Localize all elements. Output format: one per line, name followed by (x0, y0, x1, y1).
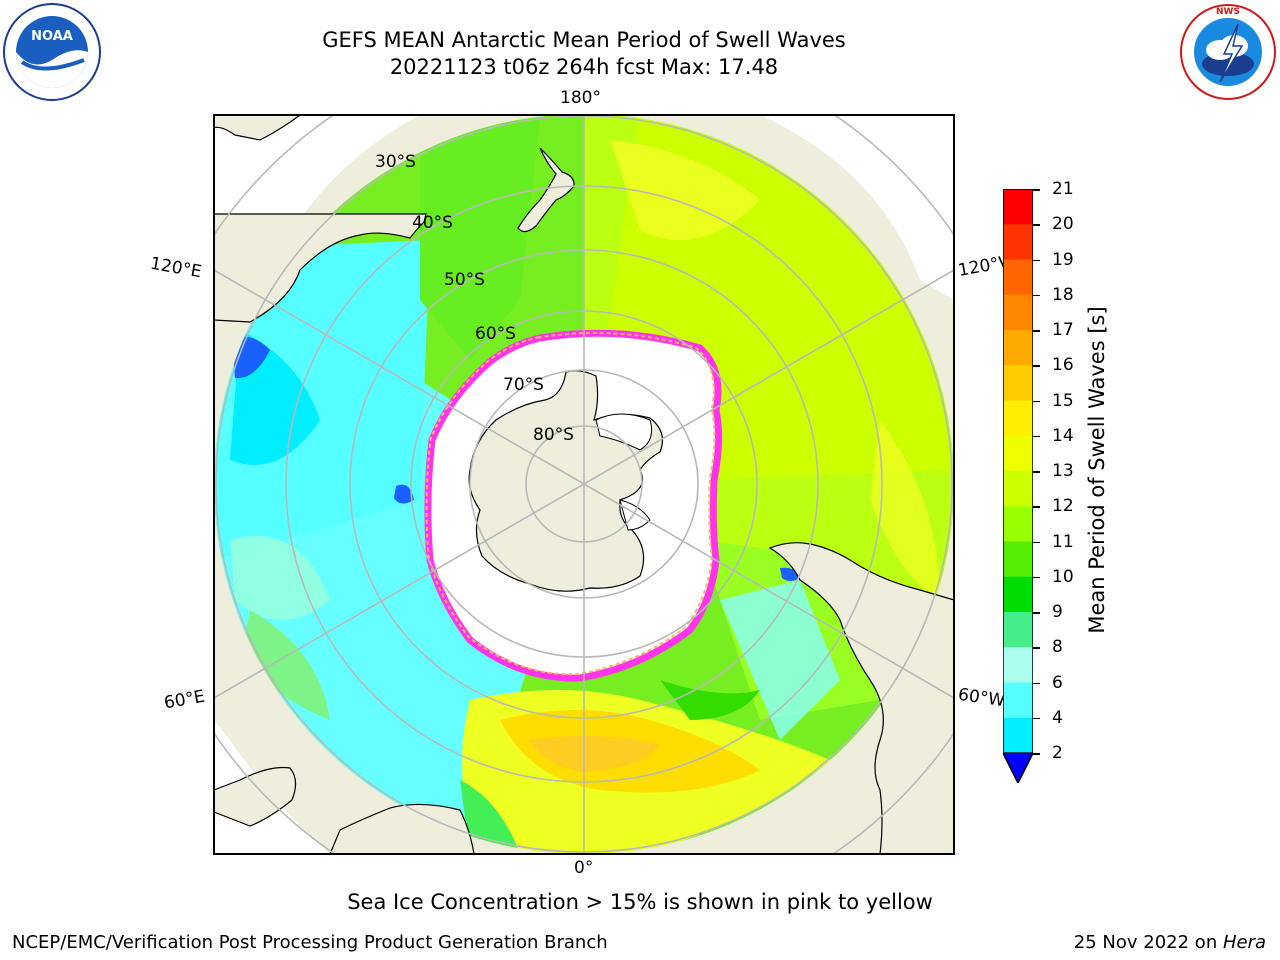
colorbar-box (1003, 189, 1033, 225)
colorbar-tick-label: 4 (1052, 707, 1063, 728)
noaa-logo: NOAA (3, 3, 101, 101)
map-frame (213, 114, 955, 855)
colorbar-tick-mark (1033, 365, 1040, 367)
colorbar-box (1003, 717, 1033, 754)
lat-label-80s: 80°S (533, 425, 574, 445)
colorbar-tick-label: 11 (1052, 531, 1074, 552)
colorbar-box (1003, 435, 1033, 472)
colorbar-box (1003, 576, 1033, 613)
lon-label-180: 180° (560, 88, 601, 108)
noaa-logo-text: NOAA (31, 29, 73, 44)
lat-label-40s: 40°S (412, 213, 453, 233)
colorbar-tick-mark (1033, 506, 1040, 508)
colorbar-box (1003, 682, 1033, 719)
colorbar-label: Mean Period of Swell Waves [s] (1085, 306, 1109, 634)
footer-date-text: 25 Nov 2022 on (1073, 932, 1223, 953)
colorbar-box (1003, 612, 1033, 648)
colorbar-tick-label: 17 (1052, 320, 1074, 340)
colorbar-outline (1003, 189, 1033, 783)
colorbar-box (1003, 647, 1033, 683)
colorbar-box (1003, 330, 1033, 366)
colorbar-tick-mark (1033, 224, 1040, 226)
colorbar-tick-label: 10 (1052, 566, 1074, 587)
colorbar-tick-mark (1033, 435, 1040, 438)
colorbar-tick-mark (1033, 541, 1040, 543)
colorbar-tick-label: 6 (1052, 672, 1063, 693)
colorbar-tick-label: 8 (1052, 637, 1063, 658)
colorbar-extend-min (1003, 752, 1033, 783)
colorbar-tick-mark (1033, 189, 1040, 191)
colorbar-box (1003, 224, 1033, 260)
lat-label-70s: 70°S (503, 375, 544, 395)
colorbar-box (1003, 365, 1033, 401)
colorbar-tick-label: 21 (1052, 179, 1074, 199)
colorbar-tick-label: 15 (1052, 390, 1074, 411)
colorbar-tick-mark (1033, 717, 1040, 720)
colorbar-tick-mark (1033, 647, 1040, 649)
colorbar-tick-mark (1033, 612, 1040, 614)
lat-label-50s: 50°S (444, 270, 485, 290)
colorbar-tick-label: 16 (1052, 355, 1074, 376)
nws-logo-text: NWS (1216, 7, 1240, 17)
footer-machine: Hera (1222, 932, 1266, 953)
colorbar-tick-mark (1033, 682, 1040, 684)
colorbar-tick-label: 20 (1052, 214, 1074, 235)
sea-ice-caption: Sea Ice Concentration > 15% is shown in … (347, 890, 933, 914)
colorbar-tick-label: 19 (1052, 249, 1074, 270)
colorbar-tick-label: 12 (1052, 496, 1074, 517)
colorbar-box (1003, 471, 1033, 507)
chart-title: GEFS MEAN Antarctic Mean Period of Swell… (322, 28, 846, 52)
colorbar-tick-mark (1033, 259, 1040, 261)
colorbar-tick-label: 13 (1052, 461, 1074, 481)
colorbar-tick-label: 18 (1052, 284, 1074, 305)
colorbar-tick-mark (1033, 400, 1040, 402)
footer-credit: NCEP/EMC/Verification Post Processing Pr… (12, 932, 608, 953)
colorbar-tick-label: 2 (1052, 743, 1063, 763)
footer-date: 25 Nov 2022 on Hera (1074, 932, 1266, 953)
colorbar-box (1003, 541, 1033, 578)
colorbar-box (1003, 259, 1033, 296)
chart-subtitle: 20221123 t06z 264h fcst Max: 17.48 (389, 55, 779, 79)
colorbar-box (1003, 506, 1033, 542)
colorbar-box (1003, 400, 1033, 437)
colorbar-tick-mark (1033, 330, 1040, 332)
colorbar-tick-mark (1033, 576, 1040, 579)
colorbar-tick-mark (1033, 294, 1040, 297)
graticule (214, 115, 954, 854)
colorbar-tick-mark (1033, 471, 1040, 473)
lat-label-30s: 30°S (375, 152, 416, 172)
colorbar-tick-label: 9 (1052, 602, 1063, 622)
nws-logo: NWS (1180, 4, 1276, 100)
lon-label-0: 0° (574, 858, 594, 878)
colorbar-box (1003, 294, 1033, 331)
colorbar (1003, 189, 1033, 783)
lat-label-60s: 60°S (475, 324, 516, 344)
colorbar-tick-mark (1033, 753, 1040, 755)
colorbar-tick-label: 14 (1052, 425, 1074, 446)
